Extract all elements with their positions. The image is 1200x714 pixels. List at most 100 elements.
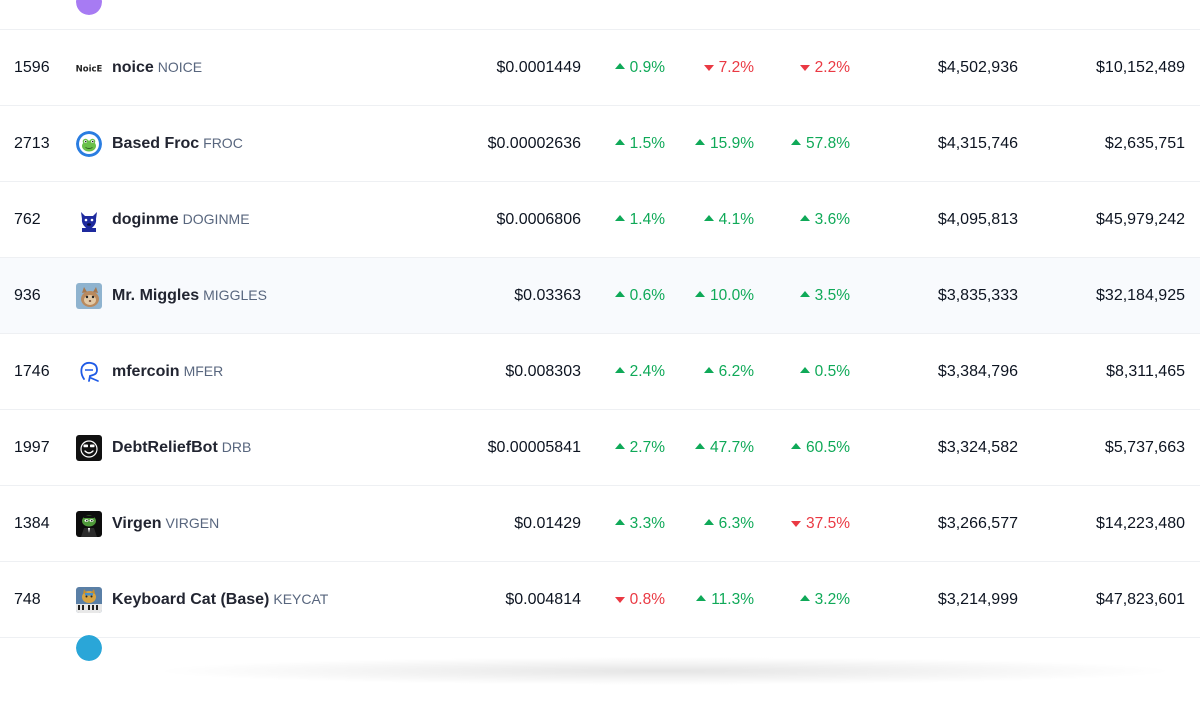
rank-number: 1384 <box>14 515 50 532</box>
price-value: $0.03363 <box>514 287 581 304</box>
change-1h-cell: 0.9% <box>575 30 665 106</box>
volume-cell: $4,315,746 <box>858 106 1018 182</box>
caret-icon <box>614 215 625 221</box>
coin-cell[interactable]: mfercoin MFER <box>76 334 446 410</box>
coin-cell[interactable]: Based Froc FROC <box>76 106 446 182</box>
caret-icon <box>703 65 714 71</box>
svg-text:NoicE: NoicE <box>76 65 102 75</box>
coin-name[interactable]: Virgen <box>112 515 162 532</box>
coin-symbol: DRB <box>221 439 252 455</box>
table-row[interactable]: 748 Keyboard Cat (Base) KEYCAT $0.004814 … <box>0 562 1200 638</box>
coin-name[interactable]: Mr. Miggles <box>112 287 200 304</box>
change-7d-value: 2.2% <box>814 59 850 76</box>
table-row[interactable]: 762 doginme DOGINME $0.0006806 1.4% 4.1% … <box>0 182 1200 258</box>
rank-cell: 2713 <box>14 106 74 182</box>
volume-value: $3,324,582 <box>937 439 1018 456</box>
change-1h-value: 0.6% <box>629 287 665 304</box>
caret-icon <box>799 65 810 71</box>
smiley-bot-icon <box>76 435 102 461</box>
volume-value: $3,835,333 <box>937 287 1018 304</box>
change-24h-cell: 4.1% <box>664 182 754 258</box>
table-row[interactable]: 1997 DebtReliefBot DRB $0.00005841 2.7% 4… <box>0 410 1200 486</box>
change-7d-cell: 3.5% <box>760 258 850 334</box>
rank-cell: 1596 <box>14 30 74 106</box>
caret-icon <box>614 443 625 449</box>
market-cap-value: $10,152,489 <box>1096 59 1185 76</box>
coin-name[interactable]: noice <box>112 59 154 76</box>
coin-cell[interactable]: Keyboard Cat (Base) KEYCAT <box>76 562 446 638</box>
volume-cell: $4,095,813 <box>858 182 1018 258</box>
change-1h-cell: 0.8% <box>575 562 665 638</box>
coin-name[interactable]: doginme <box>112 211 179 228</box>
coin-symbol: DOGINME <box>182 211 250 227</box>
table-row-partial-top[interactable] <box>0 0 1200 30</box>
rank-cell: 1384 <box>14 486 74 562</box>
coin-symbol: KEYCAT <box>273 591 329 607</box>
price-cell: $0.00005841 <box>381 410 581 486</box>
change-24h-value: 15.9% <box>710 135 754 152</box>
rank-number: 762 <box>14 211 41 228</box>
mfer-face-icon <box>76 359 102 385</box>
market-cap-value: $32,184,925 <box>1096 287 1185 304</box>
caret-icon <box>695 139 706 145</box>
price-cell: $0.01429 <box>381 486 581 562</box>
coin-cell[interactable] <box>76 0 446 30</box>
change-1h-value: 2.7% <box>629 439 665 456</box>
caret-icon <box>791 521 802 527</box>
market-cap-cell: $47,823,601 <box>1025 562 1185 638</box>
coin-symbol: MFER <box>183 363 224 379</box>
coin-cell[interactable]: NoicE noice NOICE <box>76 30 446 106</box>
volume-value: $4,502,936 <box>937 59 1018 76</box>
table-row[interactable]: 1746 mfercoin MFER $0.008303 2.4% 6.2% 0.… <box>0 334 1200 410</box>
market-cap-value: $45,979,242 <box>1096 211 1185 228</box>
table-row[interactable]: 1384 Virgen VIRGEN $0.01429 3.3% 6.3% 37.… <box>0 486 1200 562</box>
volume-cell: $3,266,577 <box>858 486 1018 562</box>
coin-cell[interactable]: Mr. Miggles MIGGLES <box>76 258 446 334</box>
table-row-partial-bottom[interactable] <box>0 635 1200 714</box>
table-row[interactable]: 1596 NoicE noice NOICE $0.0001449 0.9% 7.… <box>0 30 1200 106</box>
price-value: $0.00002636 <box>487 135 581 152</box>
change-7d-cell: 60.5% <box>760 410 850 486</box>
change-7d-cell: 37.5% <box>760 486 850 562</box>
coin-cell[interactable]: Virgen VIRGEN <box>76 486 446 562</box>
change-24h-value: 10.0% <box>710 287 754 304</box>
market-cap-cell: $5,737,663 <box>1025 410 1185 486</box>
change-7d-cell: 3.2% <box>760 562 850 638</box>
keyboard-cat-icon <box>76 587 102 613</box>
market-cap-cell: $14,223,480 <box>1025 486 1185 562</box>
pepe-suit-icon <box>76 511 102 537</box>
price-value: $0.0001449 <box>496 59 581 76</box>
change-24h-cell: 11.3% <box>664 562 754 638</box>
volume-cell: $3,324,582 <box>858 410 1018 486</box>
frog-logo-icon <box>76 131 102 157</box>
coin-name[interactable]: Keyboard Cat (Base) <box>112 591 270 608</box>
rank-number: 1997 <box>14 439 50 456</box>
market-cap-cell: $32,184,925 <box>1025 258 1185 334</box>
caret-icon <box>696 595 707 601</box>
change-1h-value: 1.4% <box>629 211 665 228</box>
rank-number: 936 <box>14 287 41 304</box>
table-row[interactable]: 2713 Based Froc FROC $0.00002636 1.5% 15.… <box>0 106 1200 182</box>
price-cell: $0.00002636 <box>381 106 581 182</box>
market-cap-cell: $10,152,489 <box>1025 30 1185 106</box>
coin-symbol: VIRGEN <box>165 515 220 531</box>
coin-name[interactable]: DebtReliefBot <box>112 439 218 456</box>
volume-value: $3,214,999 <box>937 591 1018 608</box>
caret-icon <box>799 215 810 221</box>
coin-name[interactable]: mfercoin <box>112 363 180 380</box>
change-7d-cell: 3.6% <box>760 182 850 258</box>
table-row[interactable]: 936 Mr. Miggles MIGGLES $0.03363 0.6% 10.… <box>0 258 1200 334</box>
coin-cell[interactable] <box>76 635 446 714</box>
coin-cell[interactable]: doginme DOGINME <box>76 182 446 258</box>
coin-cell[interactable]: DebtReliefBot DRB <box>76 410 446 486</box>
price-value: $0.00005841 <box>487 439 581 456</box>
coin-name[interactable]: Based Froc <box>112 135 200 152</box>
rank-cell: 1997 <box>14 410 74 486</box>
change-1h-cell: 3.3% <box>575 486 665 562</box>
rank-cell: 936 <box>14 258 74 334</box>
volume-cell: $3,835,333 <box>858 258 1018 334</box>
change-1h-value: 1.5% <box>629 135 665 152</box>
market-cap-value: $14,223,480 <box>1096 515 1185 532</box>
caret-icon <box>703 215 714 221</box>
change-24h-value: 6.3% <box>718 515 754 532</box>
